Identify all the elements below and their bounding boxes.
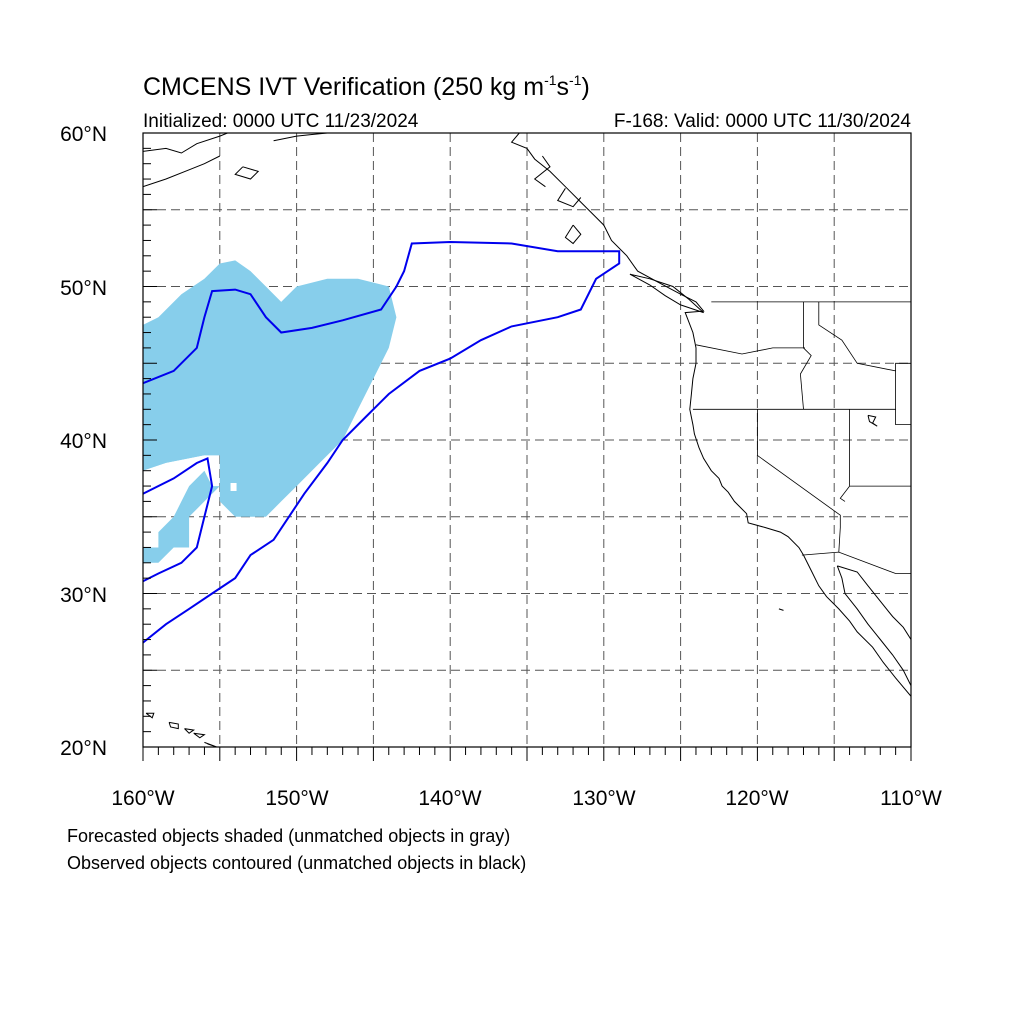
lat-label-30n: 30°N [60,584,107,607]
state-border [839,409,850,502]
coastlines [143,133,911,747]
initialized-time: Initialized: 0000 UTC 11/23/2024 [143,111,419,132]
coastline [143,133,228,154]
coastline [234,166,260,180]
coastline [533,155,551,188]
coastline [510,133,911,697]
coastline [564,224,582,245]
forecast-gap [230,482,237,491]
lon-label-150w: 150°W [265,787,329,810]
coastline [168,721,179,730]
coastline [556,188,582,208]
coastline [629,273,704,314]
state-border [757,409,841,553]
coastline [867,414,878,427]
valid-time: F-168: Valid: 0000 UTC 11/30/2024 [613,111,911,132]
map-title: CMCENS IVT Verification (250 kg m-1s-1) [143,72,590,101]
lon-label-120w: 120°W [725,787,789,810]
lat-label-60n: 60°N [60,123,107,146]
observed-objects [143,240,621,644]
forecast-gap [227,525,234,532]
coastline [184,728,196,734]
lon-label-110w: 110°W [880,787,942,810]
state-border [799,301,812,410]
lon-label-160w: 160°W [111,787,175,810]
coastline [273,133,328,142]
observed-contour [143,456,214,583]
state-border [801,551,911,574]
coastline [837,565,911,640]
forecast-objects [143,260,397,563]
plot-frame [142,132,912,748]
lon-label-130w: 130°W [572,787,636,810]
observed-contour [143,240,621,644]
lat-label-20n: 20°N [60,737,107,760]
observed-note: Observed objects contoured (unmatched ob… [67,853,527,873]
state-border [818,301,911,372]
coastline [836,565,911,686]
coastline [193,732,206,739]
lat-lon-grid [143,133,911,747]
forecast-note: Forecasted objects shaded (unmatched obj… [67,826,511,846]
forecast-object [143,260,397,563]
coastline [145,712,155,719]
coastline [143,155,221,188]
forecast-gap [143,455,213,482]
lon-label-140w: 140°W [418,787,482,810]
lat-label-50n: 50°N [60,277,107,300]
lat-label-40n: 40°N [60,430,107,453]
coastline [778,608,784,611]
state-border [895,370,911,426]
state-border [695,344,805,355]
coastline [204,741,217,747]
